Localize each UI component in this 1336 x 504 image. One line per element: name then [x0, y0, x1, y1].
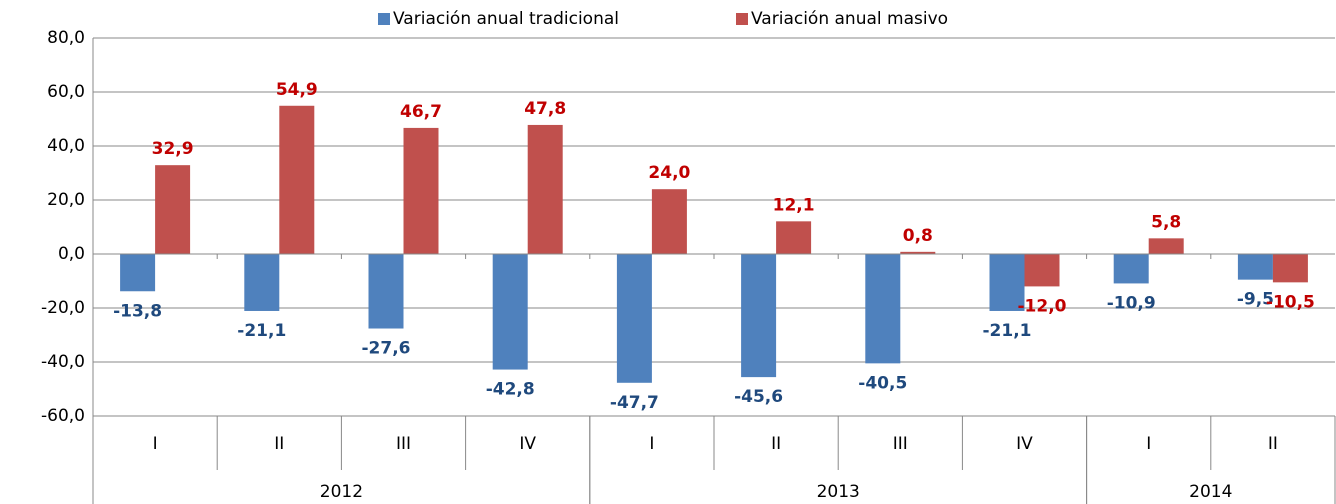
x-group-label: 2013 — [817, 482, 860, 502]
bar — [368, 254, 404, 329]
x-group-label: 2014 — [1189, 482, 1232, 502]
y-tick-label: -20,0 — [41, 298, 85, 318]
value-label: -21,1 — [237, 321, 286, 341]
value-label: -21,1 — [983, 321, 1032, 341]
bar — [1237, 254, 1273, 280]
value-label: -40,5 — [858, 373, 907, 393]
value-label: -47,7 — [610, 393, 659, 413]
bar — [616, 254, 652, 383]
value-label: -13,8 — [113, 301, 162, 321]
legend-label: Variación anual tradicional — [393, 9, 619, 29]
x-tick-label: II — [1268, 434, 1278, 454]
legend-label: Variación anual masivo — [751, 9, 948, 29]
bar — [120, 254, 156, 292]
bar — [527, 124, 563, 254]
value-label: 54,9 — [276, 80, 318, 100]
value-label: -10,9 — [1107, 293, 1156, 313]
x-group-label: 2012 — [320, 482, 363, 502]
bar — [989, 254, 1025, 311]
bar — [1024, 254, 1060, 287]
y-tick-label: 20,0 — [47, 190, 85, 210]
x-tick-label: II — [274, 434, 284, 454]
value-label: -12,0 — [1018, 296, 1067, 316]
bar — [403, 127, 439, 254]
x-tick-label: IV — [1016, 434, 1033, 454]
bar — [492, 254, 528, 370]
y-tick-label: -60,0 — [41, 406, 85, 426]
bar — [155, 165, 191, 254]
bar — [651, 189, 687, 254]
y-tick-label: 80,0 — [47, 28, 85, 48]
x-tick-label: I — [1146, 434, 1151, 454]
legend-swatch — [736, 13, 748, 25]
value-label: 0,8 — [903, 226, 933, 246]
bar — [865, 254, 901, 364]
value-label: 32,9 — [152, 139, 194, 159]
x-tick-label: IV — [519, 434, 536, 454]
value-label: -42,8 — [486, 380, 535, 400]
value-label: -9,5 — [1237, 290, 1274, 310]
y-tick-label: 40,0 — [47, 136, 85, 156]
value-label: -27,6 — [362, 339, 411, 359]
bar — [1113, 254, 1149, 284]
value-label: 24,0 — [648, 163, 690, 183]
bar — [900, 251, 936, 254]
value-label: 5,8 — [1151, 212, 1181, 232]
value-label: 12,1 — [773, 195, 815, 215]
value-label: -10,5 — [1266, 292, 1315, 312]
value-label: -45,6 — [734, 387, 783, 407]
bar — [279, 105, 315, 255]
x-tick-label: I — [153, 434, 158, 454]
bar — [1148, 238, 1184, 254]
value-label: 46,7 — [400, 102, 442, 122]
y-tick-label: -40,0 — [41, 352, 85, 372]
y-tick-label: 60,0 — [47, 82, 85, 102]
x-tick-label: II — [771, 434, 781, 454]
bar — [244, 254, 280, 311]
bar — [776, 221, 812, 254]
value-label: 47,8 — [524, 99, 566, 119]
y-tick-label: 0,0 — [58, 244, 85, 264]
x-tick-label: III — [893, 434, 908, 454]
bar — [1272, 254, 1308, 283]
bar — [741, 254, 777, 378]
legend-swatch — [378, 13, 390, 25]
x-tick-label: III — [396, 434, 411, 454]
x-tick-label: I — [649, 434, 654, 454]
